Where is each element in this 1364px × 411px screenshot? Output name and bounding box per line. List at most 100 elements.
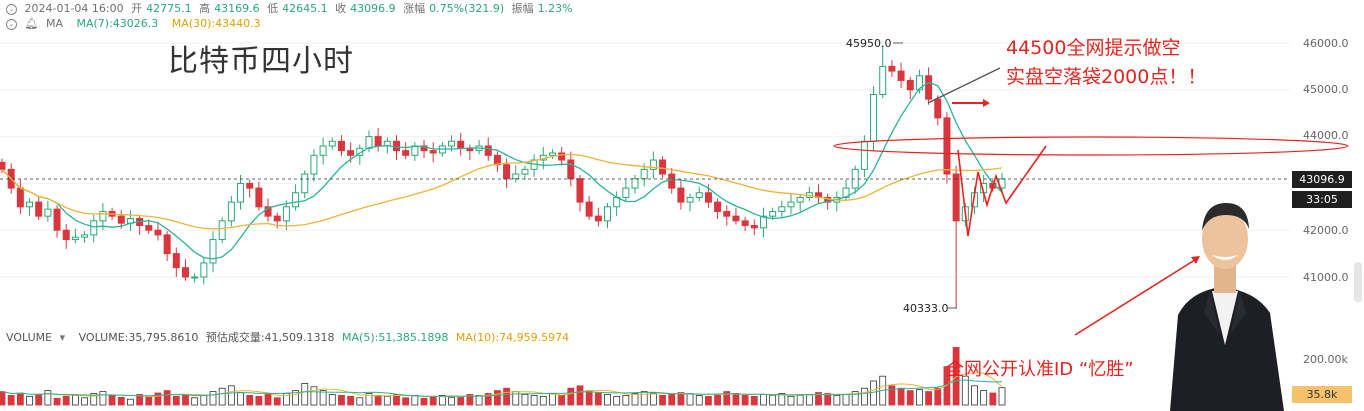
volume-bar <box>374 394 382 406</box>
volume-bar <box>916 389 923 406</box>
volume-bar <box>292 390 299 406</box>
volume-bar <box>622 394 630 406</box>
candle-body <box>906 79 914 91</box>
candle-body <box>484 145 492 156</box>
volume-bar <box>310 386 318 406</box>
volume-bar <box>649 392 657 406</box>
candle-body <box>255 187 263 208</box>
candle-body <box>622 187 630 198</box>
candle-body <box>448 140 456 147</box>
scroll-handle[interactable] <box>1354 262 1362 302</box>
short-arrowhead <box>983 99 990 107</box>
candle-body <box>237 182 245 203</box>
candle-body <box>365 136 373 149</box>
candle-body <box>759 215 767 229</box>
candle-body <box>879 65 887 95</box>
volume-bar <box>760 394 767 406</box>
candle-body <box>631 178 639 189</box>
volume-bar <box>319 390 327 406</box>
candle-body <box>35 201 43 217</box>
volume-bar <box>521 394 529 406</box>
low-label: 低 <box>267 2 279 15</box>
candle-body <box>273 215 281 222</box>
candle-body <box>71 236 79 241</box>
volume-bar <box>16 392 24 406</box>
volume-bar <box>172 395 180 406</box>
candle-body <box>695 192 703 198</box>
low-value: 42645.1 <box>282 2 328 15</box>
volume-value: VOLUME:35,795.8610 <box>78 331 199 344</box>
candle-body <box>640 168 648 180</box>
volume-bar <box>851 391 859 406</box>
candle-body <box>659 159 667 175</box>
volume-label: VOLUME <box>6 331 53 344</box>
countdown-tag: 33:05 <box>1292 191 1352 208</box>
candle-body <box>649 159 657 170</box>
volume-bar <box>81 397 88 406</box>
volume-bar <box>769 394 777 406</box>
volume-bar <box>494 390 501 406</box>
close-label: 收 <box>335 2 347 15</box>
candle-body <box>374 136 382 147</box>
volume-bar <box>805 394 813 406</box>
amp-value: 1.23% <box>537 2 573 15</box>
volume-bar <box>668 394 676 406</box>
volume-bar <box>906 390 914 406</box>
volume-bar <box>567 387 575 406</box>
bell-icon[interactable]: 🔔︎ <box>24 17 39 30</box>
collapse-icon[interactable]: ⌄ <box>6 18 17 30</box>
candle-body <box>741 220 749 227</box>
candle-body <box>62 229 70 241</box>
volume-bar <box>264 394 272 406</box>
volume-bar <box>448 396 455 406</box>
volume-bar <box>695 394 703 406</box>
candle-body <box>292 192 300 208</box>
low-price-label: 40333.0 <box>903 302 949 315</box>
volume-bar <box>558 394 566 406</box>
current-price-tag: 43096.9 <box>1292 171 1352 188</box>
candle-body <box>604 206 612 222</box>
dropdown-icon[interactable]: ▾ <box>59 331 66 344</box>
volume-bar <box>246 394 254 406</box>
candle-body <box>53 208 61 231</box>
candle-body <box>319 145 327 156</box>
candle-body <box>548 152 556 156</box>
volume-bar <box>980 390 988 406</box>
volume-tick: 200.00k <box>1303 353 1348 366</box>
open-value: 42775.1 <box>146 2 192 15</box>
candle-body <box>503 164 511 180</box>
candle-body <box>246 182 254 189</box>
candle-body <box>870 93 878 142</box>
candle-body <box>952 173 960 222</box>
annotation-id: 全网公开认准ID “忆胜” <box>946 359 1134 380</box>
volume-bar <box>438 394 446 406</box>
volume-bar <box>604 394 611 406</box>
volume-bar <box>677 392 685 406</box>
volume-bar <box>539 395 547 406</box>
candle-body <box>402 150 410 156</box>
candle-body <box>172 253 180 269</box>
candle-body <box>668 173 676 189</box>
ma30-line <box>1 153 1003 230</box>
collapse-icon[interactable]: ⌄ <box>6 3 17 15</box>
volume-bar <box>741 394 749 406</box>
volume-bar <box>7 394 15 406</box>
candle-body <box>191 276 199 279</box>
price-gridlines <box>0 42 1290 278</box>
ma30-value: MA(30):43440.3 <box>171 17 261 30</box>
volume-bar <box>576 385 584 406</box>
volume-bar <box>402 397 410 406</box>
volume-bar <box>796 394 804 406</box>
candle-body <box>888 65 896 72</box>
volume-bar <box>255 395 263 406</box>
candle-body <box>934 98 942 119</box>
candle-body <box>282 206 290 222</box>
volume-bar <box>732 393 740 406</box>
volume-bar <box>925 391 933 406</box>
candle-body <box>714 201 722 212</box>
volume-bar <box>338 394 345 406</box>
ma7-value: MA(7):43026.3 <box>76 17 159 30</box>
volume-ma10: MA(10):74,959.5974 <box>455 331 570 344</box>
volume-bar <box>888 385 896 406</box>
